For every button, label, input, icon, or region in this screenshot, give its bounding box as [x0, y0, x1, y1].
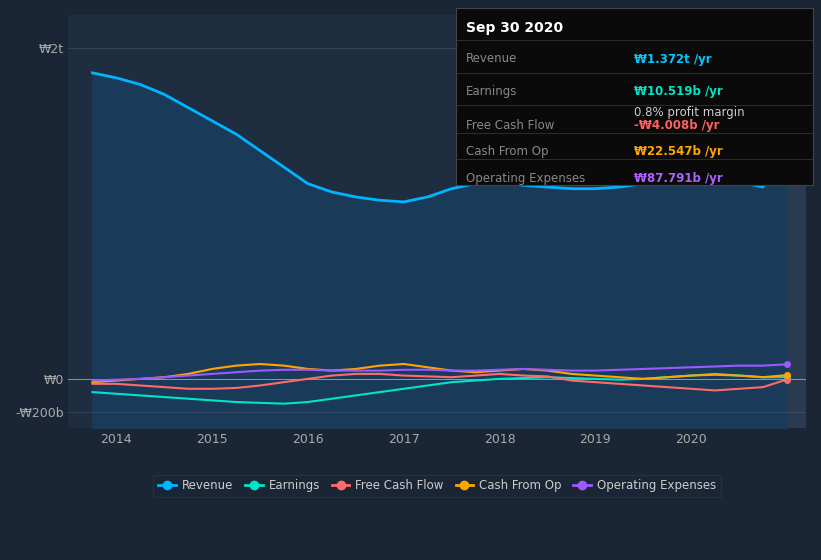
Text: Free Cash Flow: Free Cash Flow — [466, 119, 555, 132]
Text: Operating Expenses: Operating Expenses — [466, 171, 585, 185]
Legend: Revenue, Earnings, Free Cash Flow, Cash From Op, Operating Expenses: Revenue, Earnings, Free Cash Flow, Cash … — [154, 474, 721, 497]
Text: Cash From Op: Cash From Op — [466, 145, 549, 158]
Text: ₩87.791b /yr: ₩87.791b /yr — [635, 171, 723, 185]
Bar — [643, 15, 806, 428]
Text: ₩10.519b /yr: ₩10.519b /yr — [635, 85, 723, 98]
Text: -₩4.008b /yr: -₩4.008b /yr — [635, 119, 720, 132]
Text: Sep 30 2020: Sep 30 2020 — [466, 21, 563, 35]
Text: Revenue: Revenue — [466, 53, 518, 66]
Text: ₩1.372t /yr: ₩1.372t /yr — [635, 53, 712, 66]
Text: 0.8% profit margin: 0.8% profit margin — [635, 106, 745, 119]
Text: ₩22.547b /yr: ₩22.547b /yr — [635, 145, 723, 158]
Text: Earnings: Earnings — [466, 85, 518, 98]
